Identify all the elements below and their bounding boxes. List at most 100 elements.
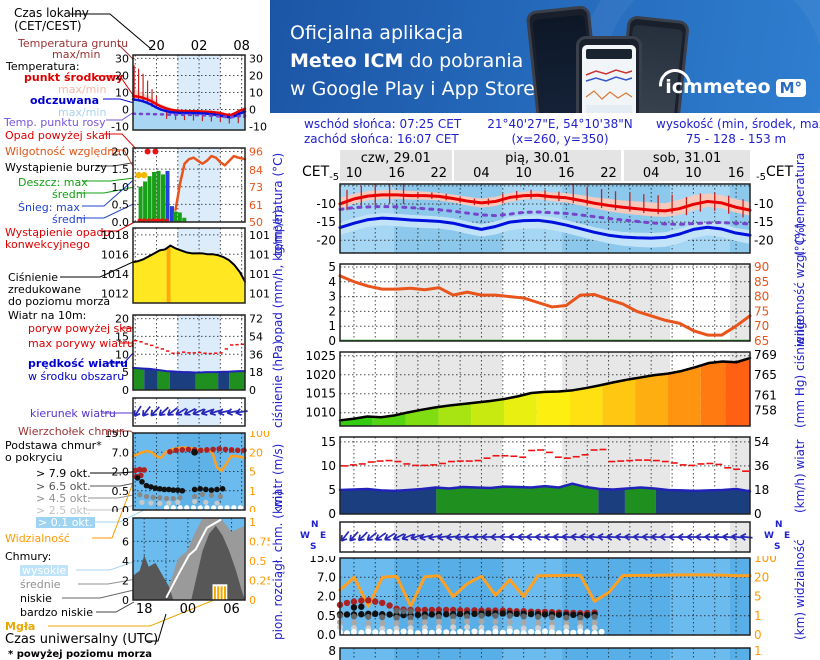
svg-text:36: 36 xyxy=(754,459,769,473)
svg-text:0: 0 xyxy=(249,504,256,512)
hour-label: 10 xyxy=(345,166,363,181)
svg-text:36: 36 xyxy=(249,348,263,361)
svg-text:2: 2 xyxy=(122,574,129,587)
label-gust-offscale: poryw powyżej skali xyxy=(28,322,139,335)
location-coords: 21°40'27"E, 54°10'38"N (x=260, y=350) xyxy=(470,117,650,147)
svg-text:-10: -10 xyxy=(111,121,129,134)
svg-text:80: 80 xyxy=(754,290,769,304)
svg-text:50: 50 xyxy=(249,216,263,226)
svg-text:85: 85 xyxy=(754,275,769,289)
svg-text:4: 4 xyxy=(328,275,336,289)
svg-text:10: 10 xyxy=(321,459,336,473)
banner-line1: Oficjalna aplikacja xyxy=(290,22,464,44)
label-utc: Czas uniwersalny (UTC) xyxy=(5,632,159,647)
svg-text:0.0: 0.0 xyxy=(112,216,130,226)
svg-text:20: 20 xyxy=(115,69,129,82)
svg-text:5: 5 xyxy=(122,366,129,379)
svg-text:02: 02 xyxy=(191,39,208,54)
day-box: pią, 30.01 xyxy=(454,150,622,181)
svg-text:0.5: 0.5 xyxy=(112,485,130,498)
svg-text:761: 761 xyxy=(754,388,777,402)
svg-text:5: 5 xyxy=(249,466,256,479)
day-label: sob, 31.01 xyxy=(652,151,722,166)
svg-text:0.5: 0.5 xyxy=(317,609,336,623)
banner-line2: Meteo ICM do pobrania xyxy=(290,50,524,72)
svg-text:0: 0 xyxy=(328,507,336,518)
label-clouds-verylow: bardzo niskie xyxy=(20,606,93,619)
label-local-time-2: (CET/CEST) xyxy=(14,19,82,33)
label-thunderstorm: Wystąpienie burzy xyxy=(5,161,107,174)
svg-text:0: 0 xyxy=(328,334,336,346)
svg-text:0: 0 xyxy=(754,507,762,518)
sun-times: wschód słońca: 07:25 CET zachód słońca: … xyxy=(304,117,461,147)
hour-label: 04 xyxy=(642,166,660,181)
mini-temperature-chart: 30 20 10 0 -10 30 20 10 0 -10 20 02 08 xyxy=(111,39,267,134)
svg-text:70: 70 xyxy=(754,319,769,333)
label-wind-speed-1: prędkość wiatru xyxy=(28,357,128,370)
legend-panel: Czas lokalny (CET/CEST) Temperatura grun… xyxy=(0,0,270,660)
svg-text:-20: -20 xyxy=(316,233,336,247)
svg-text:1: 1 xyxy=(754,609,762,623)
sunrise-text: wschód słońca: 07:25 CET xyxy=(304,117,462,131)
main-panel: Oficjalna aplikacja Meteo ICM do pobrani… xyxy=(270,0,820,660)
app-banner[interactable]: Oficjalna aplikacja Meteo ICM do pobrani… xyxy=(270,0,820,113)
svg-text:-15: -15 xyxy=(316,215,336,229)
svg-text:-10: -10 xyxy=(316,197,336,211)
svg-text:769: 769 xyxy=(754,350,777,362)
svg-text:758: 758 xyxy=(754,403,777,417)
alt-label: wysokość (min, środek, max) xyxy=(656,117,820,131)
label-wind-dir: kierunek wiatru xyxy=(30,407,116,420)
label-ground-temp: Temperatura gruntu xyxy=(18,37,129,50)
svg-text:18: 18 xyxy=(754,483,769,497)
svg-text:1014: 1014 xyxy=(101,268,129,281)
svg-text:15: 15 xyxy=(321,435,336,449)
label-feels-maxmin: max/min xyxy=(58,106,107,119)
svg-text:0: 0 xyxy=(122,384,129,394)
svg-text:18: 18 xyxy=(249,366,263,379)
svg-text:0.5: 0.5 xyxy=(112,198,130,211)
svg-text:84: 84 xyxy=(249,164,263,177)
svg-text:1016: 1016 xyxy=(249,248,270,261)
label-visibility: Widzialność xyxy=(5,532,70,545)
svg-text:0: 0 xyxy=(249,384,256,394)
svg-text:1012: 1012 xyxy=(249,287,270,300)
mini-wind-direction-chart xyxy=(132,397,248,427)
day-label: czw, 29.01 xyxy=(360,151,431,166)
svg-text:10: 10 xyxy=(249,87,263,100)
hour-label: 16 xyxy=(558,166,575,181)
svg-text:1016: 1016 xyxy=(101,248,129,261)
svg-text:10: 10 xyxy=(115,348,129,361)
svg-text:8: 8 xyxy=(122,516,129,529)
temperature-chart: -10 -15 -20 -10 -15 -20 xyxy=(316,183,774,254)
svg-text:6: 6 xyxy=(122,535,129,548)
label-clouds-low: niskie xyxy=(20,592,52,605)
label-okta-25: > 2.5 okt. xyxy=(36,504,91,517)
mini-cloud-visibility-chart: 15.0 7.0 2.0 0.5 0.0 100 20 5 1 0 xyxy=(105,431,271,512)
svg-text:75: 75 xyxy=(754,304,769,318)
svg-text:7.0: 7.0 xyxy=(317,570,336,584)
svg-text:1: 1 xyxy=(328,319,336,333)
svg-text:2.0: 2.0 xyxy=(317,590,336,604)
label-wind10m: Wiatr na 10m: xyxy=(8,309,87,322)
svg-text:0.0: 0.0 xyxy=(112,504,130,512)
svg-text:15: 15 xyxy=(115,330,129,343)
label-dewpoint: Temp. punktu rosy xyxy=(4,116,106,129)
label-okta-01: > 0.1 okt. xyxy=(36,516,95,529)
icmmeteo-logo: icmmeteo M° xyxy=(652,62,806,108)
svg-text:-15: -15 xyxy=(754,215,774,229)
svg-text:10: 10 xyxy=(115,87,129,100)
svg-text:1018: 1018 xyxy=(249,229,270,242)
label-okta-79: > 7.9 okt. xyxy=(36,467,91,480)
svg-text:08: 08 xyxy=(233,39,250,54)
wind-chart: 15 10 5 0 54 36 18 0 xyxy=(321,435,770,518)
svg-text:1: 1 xyxy=(249,516,256,529)
svg-text:8: 8 xyxy=(328,644,336,658)
svg-text:96: 96 xyxy=(249,146,263,159)
svg-text:30: 30 xyxy=(115,52,129,65)
label-gust-max: max porywy wiatru xyxy=(28,337,134,350)
wind-direction-chart xyxy=(339,521,753,553)
